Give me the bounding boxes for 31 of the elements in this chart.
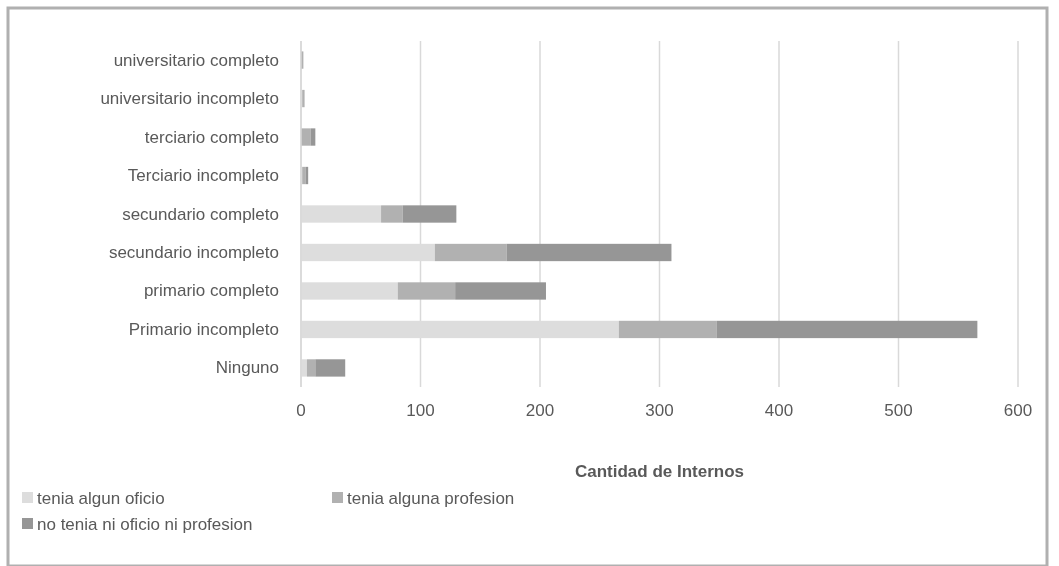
bar bbox=[397, 282, 456, 300]
bar bbox=[381, 205, 403, 223]
legend-label: tenia algun oficio bbox=[37, 488, 165, 508]
bar bbox=[306, 359, 316, 377]
bar bbox=[716, 320, 978, 339]
x-tick-label: 0 bbox=[296, 401, 306, 420]
y-tick-label: Primario incompleto bbox=[128, 319, 279, 339]
legend-label: tenia alguna profesion bbox=[347, 488, 515, 508]
legend-label: no tenia ni oficio ni profesion bbox=[37, 514, 253, 534]
x-tick-label: 300 bbox=[645, 401, 674, 420]
x-tick-label: 400 bbox=[764, 401, 794, 420]
bar bbox=[402, 205, 457, 223]
x-tick-label: 500 bbox=[884, 401, 913, 420]
bar bbox=[301, 128, 311, 146]
y-tick-label: primario completo bbox=[143, 281, 279, 301]
y-tick-label: secundario incompleto bbox=[108, 242, 279, 262]
y-tick-label: universitario incompleto bbox=[100, 89, 279, 109]
x-axis-title: Cantidad de Internos bbox=[574, 462, 745, 481]
y-tick-label: universitario completo bbox=[113, 50, 279, 70]
y-tick-label: Ninguno bbox=[215, 358, 279, 378]
x-tick-label: 600 bbox=[1003, 401, 1033, 420]
x-tick-label: 200 bbox=[525, 401, 555, 420]
bar bbox=[434, 243, 507, 262]
bar bbox=[315, 359, 346, 377]
bar bbox=[506, 243, 672, 262]
x-tick-label: 100 bbox=[406, 401, 435, 420]
bar bbox=[455, 282, 546, 300]
y-tick-label: Terciario incompleto bbox=[127, 166, 279, 186]
y-tick-label: terciario completo bbox=[144, 127, 279, 147]
bar bbox=[618, 320, 717, 339]
y-tick-label: secundario completo bbox=[122, 204, 279, 224]
